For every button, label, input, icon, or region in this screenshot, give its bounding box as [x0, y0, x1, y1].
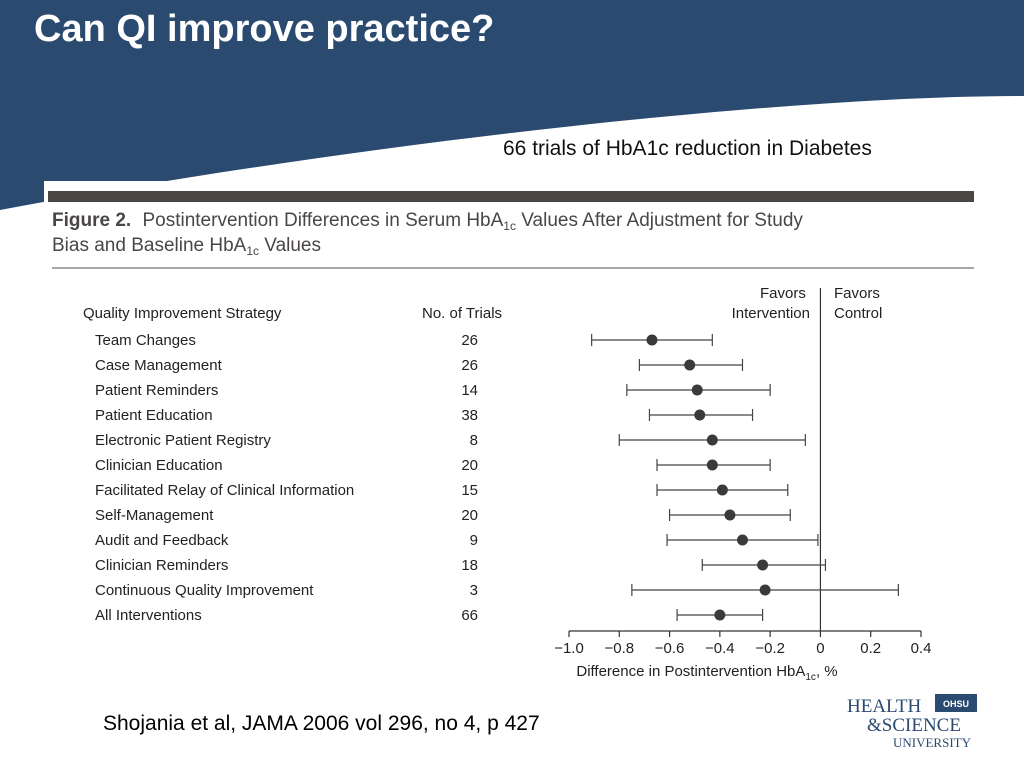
trials-count: 20: [461, 457, 478, 474]
trials-count: 20: [461, 507, 478, 524]
forest-row: Audit and Feedback 9: [95, 532, 819, 549]
x-tick-label: 0.4: [911, 640, 932, 657]
forest-row: Clinician Reminders 18: [95, 557, 827, 574]
strategy-label: Case Management: [95, 357, 223, 374]
x-tick-label: −0.2: [755, 640, 785, 657]
point-estimate: [691, 384, 703, 396]
x-tick-label: −0.4: [705, 640, 735, 657]
figure-caption-line-1: Figure 2. Postintervention Differences i…: [52, 210, 803, 233]
point-estimate: [714, 609, 726, 621]
slide-title: Can QI improve practice?: [34, 8, 495, 50]
strategy-label: Facilitated Relay of Clinical Informatio…: [95, 482, 354, 499]
forest-row: Self-Management 20: [95, 507, 791, 524]
column-header-strategy: Quality Improvement Strategy: [83, 305, 282, 322]
point-estimate: [684, 359, 696, 371]
trials-count: 38: [461, 407, 478, 424]
banner-background: [0, 0, 1024, 210]
strategy-label: Patient Reminders: [95, 382, 218, 399]
point-estimate: [736, 534, 748, 546]
forest-row: Case Management 26: [95, 357, 744, 374]
point-estimate: [706, 434, 718, 446]
x-tick-label: −1.0: [554, 640, 584, 657]
forest-row: All Interventions 66: [95, 607, 764, 624]
logo-badge: [935, 694, 977, 712]
strategy-label: Electronic Patient Registry: [95, 432, 271, 449]
trials-count: 15: [461, 482, 478, 499]
logo-line-university: UNIVERSITY: [893, 735, 972, 750]
strategy-label: Team Changes: [95, 332, 196, 349]
forest-plot-figure: Figure 2. Postintervention Differences i…: [44, 181, 984, 681]
forest-row: Patient Education 38: [95, 407, 754, 424]
trials-count: 9: [470, 532, 478, 549]
trials-count: 14: [461, 382, 478, 399]
forest-row: Clinician Education 20: [95, 457, 771, 474]
strategy-label: All Interventions: [95, 607, 202, 624]
point-estimate: [706, 459, 718, 471]
header-banner: [0, 0, 1024, 210]
favors-control-label: Favors Control: [834, 285, 884, 322]
point-estimate: [716, 484, 728, 496]
figure-top-rule: [48, 191, 974, 202]
forest-row: Continuous Quality Improvement 3: [95, 582, 899, 599]
x-axis: −1.0 −0.8 −0.6 −0.4 −0.2 0 0.2 0.4: [554, 630, 932, 657]
trials-count: 18: [461, 557, 478, 574]
x-tick-label: −0.6: [655, 640, 685, 657]
x-tick-label: 0.2: [860, 640, 881, 657]
trials-count: 26: [461, 357, 478, 374]
favors-intervention-label: Favors Intervention: [732, 285, 810, 322]
figure-caption-line-2: Bias and Baseline HbA1c Values: [52, 235, 321, 258]
logo-line-health: HEALTH: [847, 696, 922, 717]
ohsu-logo: HEALTH OHSU &SCIENCE UNIVERSITY: [847, 694, 977, 750]
point-estimate: [724, 509, 736, 521]
point-estimate: [694, 409, 706, 421]
point-estimate: [757, 559, 769, 571]
strategy-label: Patient Education: [95, 407, 213, 424]
point-estimate: [759, 584, 771, 596]
logo-line-science: &SCIENCE: [867, 715, 961, 736]
citation-text: Shojania et al, JAMA 2006 vol 296, no 4,…: [103, 712, 540, 735]
trials-count: 8: [470, 432, 478, 449]
strategy-label: Self-Management: [95, 507, 214, 524]
strategy-label: Clinician Education: [95, 457, 223, 474]
x-tick-label: 0: [816, 640, 824, 657]
slide-subtitle: 66 trials of HbA1c reduction in Diabetes: [503, 137, 872, 160]
forest-row: Patient Reminders 14: [95, 382, 771, 399]
x-tick-label: −0.8: [604, 640, 634, 657]
trials-count: 26: [461, 332, 478, 349]
forest-row: Facilitated Relay of Clinical Informatio…: [95, 482, 789, 499]
logo-badge-text: OHSU: [943, 699, 969, 709]
strategy-label: Audit and Feedback: [95, 532, 229, 549]
point-estimate: [646, 334, 658, 346]
strategy-label: Continuous Quality Improvement: [95, 582, 314, 599]
trials-count: 3: [470, 582, 478, 599]
forest-rows: Team Changes 26 Case Management 26 Patient R…: [95, 288, 899, 631]
x-axis-label: Difference in Postintervention HbA1c, %: [576, 663, 837, 681]
column-header-trials: No. of Trials: [422, 305, 502, 322]
forest-row: Team Changes 26: [95, 332, 713, 349]
trials-count: 66: [461, 607, 478, 624]
strategy-label: Clinician Reminders: [95, 557, 228, 574]
forest-row: Electronic Patient Registry 8: [95, 432, 806, 449]
